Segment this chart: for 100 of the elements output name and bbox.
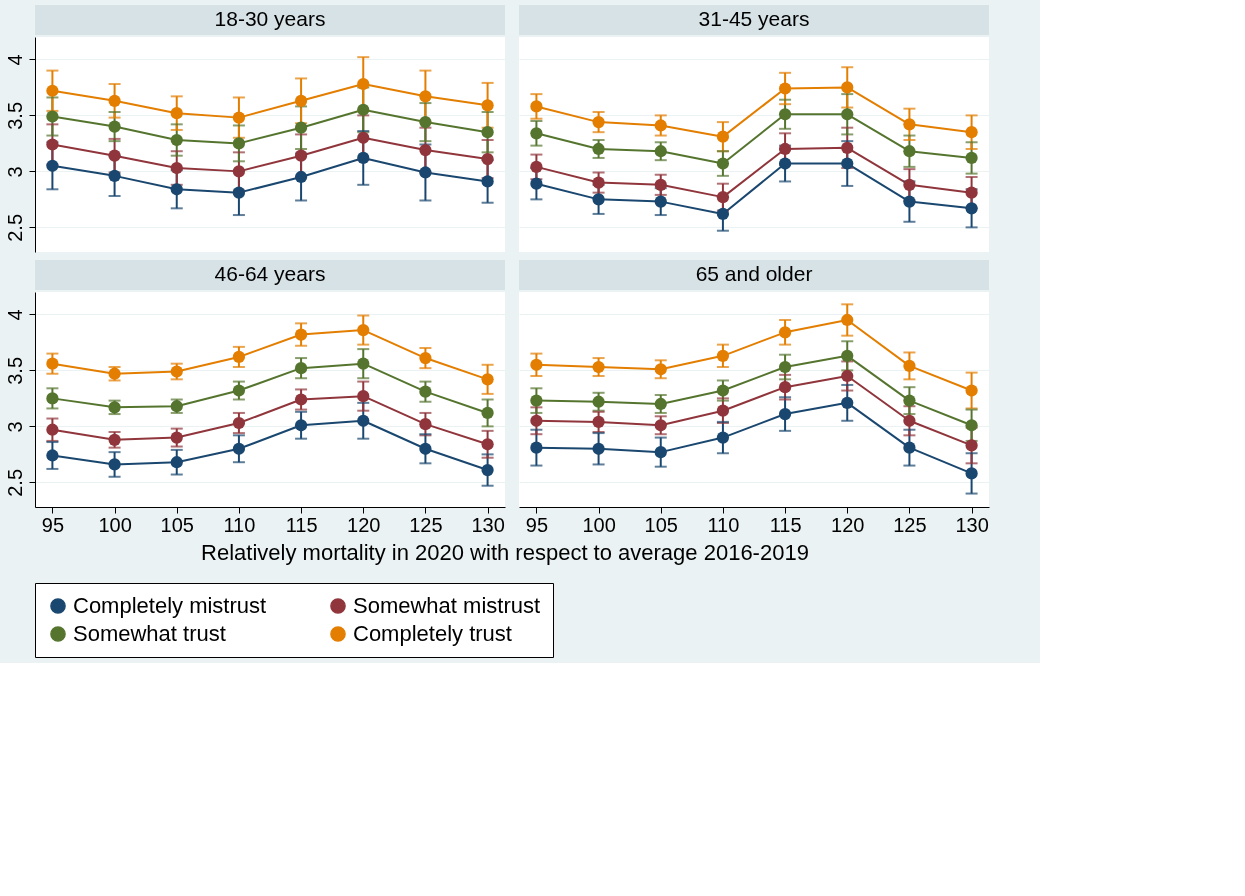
point <box>481 373 494 386</box>
point <box>481 406 494 420</box>
point <box>903 359 916 373</box>
point <box>965 202 978 215</box>
point <box>530 441 543 454</box>
legend-label: Somewhat trust <box>73 621 226 646</box>
point <box>841 349 854 362</box>
point <box>170 133 183 147</box>
point <box>530 160 543 174</box>
point <box>46 84 59 97</box>
point <box>108 149 121 162</box>
point <box>357 414 370 427</box>
point <box>716 431 730 444</box>
point <box>778 82 792 95</box>
point <box>841 108 854 121</box>
point <box>357 323 370 337</box>
x-tick-label: 125 <box>893 513 927 536</box>
legend-label: Completely mistrust <box>73 593 267 618</box>
point <box>419 442 432 455</box>
point <box>530 177 543 190</box>
point <box>965 126 978 139</box>
x-tick-label: 105 <box>644 513 678 536</box>
x-tick-label: 115 <box>769 513 802 536</box>
point <box>716 207 730 221</box>
x-tick-label: 100 <box>98 513 132 536</box>
point <box>903 441 916 454</box>
point <box>46 449 59 462</box>
point <box>903 195 916 208</box>
point <box>108 120 121 133</box>
chart-title: 31-45 years <box>698 7 810 30</box>
point <box>419 90 432 103</box>
point <box>903 118 916 131</box>
point <box>592 176 605 189</box>
x-axis-title: Relatively mortality in 2020 with respect to average 2016-2019 <box>201 540 809 565</box>
point <box>357 77 370 91</box>
point <box>841 313 854 327</box>
chart-title: 65 and older <box>695 262 813 285</box>
point <box>294 149 308 162</box>
x-tick-label: 110 <box>707 513 740 536</box>
point <box>481 438 494 451</box>
point <box>530 414 543 427</box>
point <box>778 407 792 421</box>
y-tick-label: 3 <box>3 166 26 178</box>
point <box>294 362 308 375</box>
point <box>841 157 854 170</box>
point <box>419 418 432 431</box>
point <box>778 157 792 170</box>
point <box>903 145 916 158</box>
point <box>903 414 916 427</box>
y-tick-label: 2.5 <box>3 213 26 242</box>
point <box>46 423 59 436</box>
point <box>654 419 667 432</box>
point <box>46 392 59 405</box>
point <box>232 137 246 150</box>
point <box>46 110 59 123</box>
y-tick-label: 3 <box>3 421 26 433</box>
point <box>965 419 978 432</box>
point <box>419 115 432 129</box>
point <box>170 183 183 196</box>
point <box>530 100 543 113</box>
point <box>481 99 494 112</box>
point <box>654 446 667 459</box>
point <box>716 349 730 362</box>
point <box>481 463 494 477</box>
y-tick-label: 4 <box>3 54 26 66</box>
legend-label: Completely trust <box>353 621 512 646</box>
point <box>716 191 730 204</box>
point <box>778 142 792 156</box>
point <box>481 126 494 139</box>
point <box>108 458 121 471</box>
point <box>357 103 370 116</box>
y-tick-label: 4 <box>3 309 26 321</box>
point <box>232 111 246 124</box>
point <box>716 157 730 170</box>
x-tick-label: 130 <box>955 513 989 536</box>
point <box>530 394 543 407</box>
point <box>592 193 605 206</box>
x-tick-label: 95 <box>41 513 65 536</box>
x-tick-label: 95 <box>525 513 549 536</box>
point <box>108 94 121 107</box>
x-tick-label: 130 <box>471 513 505 536</box>
point <box>46 138 59 151</box>
point <box>778 326 792 339</box>
point <box>965 439 978 452</box>
point <box>654 363 667 376</box>
point <box>654 178 667 191</box>
point <box>294 393 308 406</box>
point <box>841 141 854 154</box>
point <box>419 143 432 157</box>
x-tick-label: 120 <box>347 513 381 536</box>
point <box>170 456 183 469</box>
x-tick-label: 110 <box>223 513 256 536</box>
y-tick-label: 2.5 <box>3 468 26 497</box>
legend-label: Somewhat mistrust <box>353 593 541 618</box>
point <box>778 381 792 394</box>
point <box>654 145 667 158</box>
point <box>592 115 605 129</box>
point <box>232 442 246 455</box>
x-tick-label: 100 <box>582 513 616 536</box>
point <box>841 81 854 94</box>
